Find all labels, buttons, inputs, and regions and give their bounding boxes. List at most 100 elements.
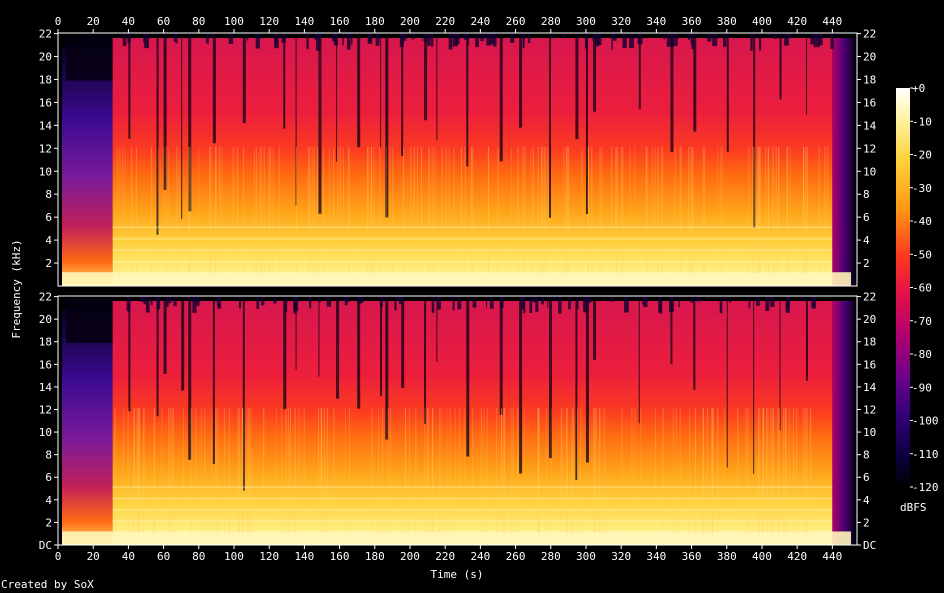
- x-tick-label-top: 220: [435, 15, 455, 28]
- gap-streak: [805, 33, 807, 115]
- hf-rolloff-mark: [810, 33, 815, 45]
- transient-line: [237, 146, 239, 274]
- x-tick-label-bottom: 360: [682, 550, 702, 563]
- hf-rolloff-mark: [523, 296, 526, 314]
- x-tick-label-bottom: 240: [470, 550, 490, 563]
- gap-streak: [519, 296, 523, 474]
- transient-line: [524, 146, 526, 274]
- transient-line: [337, 146, 339, 274]
- transient-line: [523, 408, 525, 533]
- transient-line: [153, 408, 155, 533]
- transient-line: [758, 146, 760, 274]
- footer-credit: Created by SoX: [1, 578, 94, 591]
- transient-line: [661, 146, 663, 274]
- transient-line: [764, 146, 766, 274]
- hf-rolloff-mark: [669, 296, 674, 312]
- transient-line: [138, 408, 140, 533]
- transient-line: [530, 146, 532, 274]
- transient-line: [171, 408, 173, 533]
- x-tick-label-bottom: 120: [259, 550, 279, 563]
- x-tick-label-top: 280: [541, 15, 561, 28]
- hf-rolloff-mark: [150, 296, 153, 306]
- transient-line: [255, 146, 257, 274]
- x-tick-label-top: 80: [192, 15, 205, 28]
- transient-line: [405, 408, 407, 533]
- transient-line: [717, 146, 719, 274]
- y-tick-label-right: 10: [863, 426, 876, 439]
- transient-line: [805, 146, 807, 274]
- gap-streak: [499, 296, 503, 415]
- transient-line: [480, 408, 482, 533]
- hf-rolloff-mark: [602, 296, 605, 301]
- transient-line: [622, 146, 624, 274]
- gap-streak: [283, 296, 287, 410]
- transient-line: [611, 146, 613, 274]
- y-tick-label-left: 8: [45, 188, 52, 201]
- transient-line: [366, 146, 368, 274]
- hf-rolloff-mark: [719, 296, 723, 314]
- hf-rolloff-mark: [448, 296, 453, 301]
- colorbar-tick-label: -90: [912, 381, 932, 394]
- transient-line: [486, 408, 488, 533]
- hf-rolloff-mark: [186, 296, 190, 301]
- transient-line: [541, 146, 543, 274]
- x-tick-label-bottom: 200: [400, 550, 420, 563]
- x-tick-label-top: 340: [646, 15, 666, 28]
- transient-line: [779, 408, 781, 533]
- transient-line: [757, 408, 759, 533]
- hf-rolloff-mark: [319, 33, 322, 38]
- y-tick-label-left: 6: [45, 471, 52, 484]
- transient-line: [784, 408, 786, 533]
- hf-rolloff-mark: [398, 296, 403, 304]
- transient-line: [204, 408, 206, 533]
- transient-line: [571, 408, 573, 533]
- transient-line: [778, 146, 780, 274]
- transient-line: [268, 146, 270, 274]
- x-tick-label-bottom: 380: [717, 550, 737, 563]
- x-tick-label-bottom: 280: [541, 550, 561, 563]
- x-tick-label-top: 420: [787, 15, 807, 28]
- transient-line: [349, 408, 351, 533]
- transient-line: [745, 408, 747, 533]
- hf-rolloff-mark: [830, 33, 834, 50]
- transient-line: [675, 408, 677, 533]
- hf-rolloff-mark: [576, 296, 579, 310]
- hf-rolloff-mark: [342, 33, 344, 46]
- transient-line: [221, 146, 223, 274]
- transient-line: [441, 408, 443, 533]
- transient-line: [386, 146, 388, 274]
- transient-line: [379, 146, 381, 274]
- gap-streak: [805, 296, 808, 381]
- transient-line: [157, 146, 159, 274]
- hf-rolloff-mark: [139, 296, 145, 302]
- transient-line: [576, 408, 578, 533]
- y-tick-label-right: 12: [863, 403, 876, 416]
- colorbar-tick-label: -120: [912, 481, 939, 494]
- transient-line: [679, 408, 681, 533]
- transient-line: [378, 408, 380, 533]
- transient-line: [810, 408, 812, 533]
- hf-rolloff-mark: [629, 33, 635, 48]
- transient-line: [420, 146, 422, 274]
- gap-streak: [181, 33, 183, 220]
- hf-rolloff-mark: [712, 33, 718, 47]
- transient-line: [702, 408, 704, 533]
- transient-line: [154, 408, 156, 533]
- hf-rolloff-mark: [527, 33, 531, 44]
- transient-line: [775, 146, 777, 274]
- gap-streak: [212, 33, 216, 144]
- transient-line: [803, 146, 805, 274]
- transient-line: [347, 146, 349, 274]
- transient-line: [219, 146, 221, 274]
- hf-rolloff-mark: [583, 296, 588, 313]
- transient-line: [504, 408, 506, 533]
- transient-line: [460, 146, 462, 274]
- x-tick-label-bottom: 20: [87, 550, 100, 563]
- transient-line: [133, 408, 135, 533]
- gap-streak: [726, 33, 729, 152]
- hf-rolloff-mark: [394, 296, 397, 311]
- transient-line: [646, 146, 648, 274]
- transient-line: [449, 408, 451, 533]
- hf-rolloff-mark: [588, 296, 592, 303]
- transient-line: [674, 146, 676, 274]
